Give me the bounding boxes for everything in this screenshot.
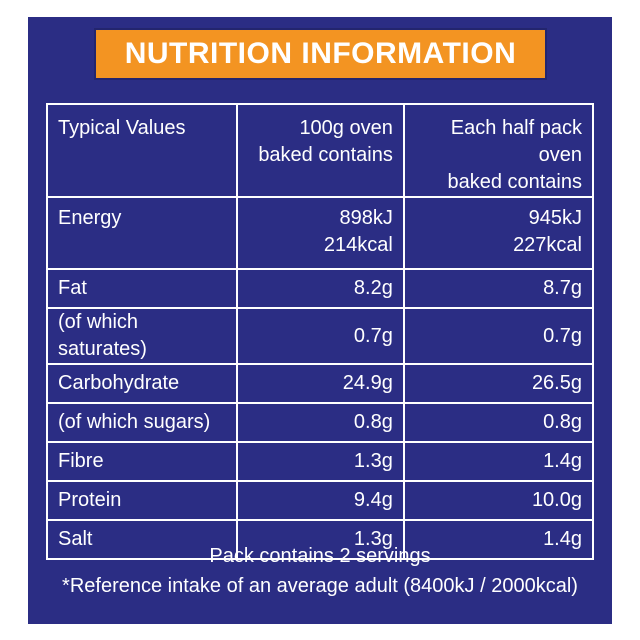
- value-per-half-pack: 1.4g: [402, 441, 595, 482]
- servings-note: Pack contains 2 servings: [209, 545, 431, 567]
- row-label: (of which saturates): [46, 307, 238, 365]
- header-line: Typical Values: [58, 117, 186, 139]
- row-label: Fat: [46, 268, 238, 309]
- value-per-100g: 0.7g: [235, 307, 405, 365]
- table-row: Protein 9.4g 10.0g: [46, 480, 595, 521]
- reference-intake-note: *Reference intake of an average adult (8…: [62, 575, 578, 597]
- table-row: Carbohydrate 24.9g 26.5g: [46, 363, 595, 404]
- value-per-half-pack: 10.0g: [402, 480, 595, 521]
- table-row: (of which saturates) 0.7g 0.7g: [46, 307, 595, 365]
- energy-per-half-pack: 945kJ 227kcal: [402, 196, 595, 270]
- header-line: baked contains: [447, 171, 582, 193]
- header-line: 100g oven: [299, 117, 393, 139]
- table-row: Fat 8.2g 8.7g: [46, 268, 595, 309]
- energy-kj: 898kJ: [339, 207, 393, 229]
- value-per-half-pack: 0.7g: [402, 307, 595, 365]
- value-per-100g: 1.3g: [235, 441, 405, 482]
- value-per-100g: 1.3g: [235, 519, 405, 560]
- row-label: Carbohydrate: [46, 363, 238, 404]
- value-per-half-pack: 1.4g: [402, 519, 595, 560]
- value-per-half-pack: 26.5g: [402, 363, 595, 404]
- header-typical-values: Typical Values: [46, 103, 238, 198]
- table-row: (of which sugars) 0.8g 0.8g: [46, 402, 595, 443]
- value-per-100g: 0.8g: [235, 402, 405, 443]
- row-label: Protein: [46, 480, 238, 521]
- header-line: baked contains: [258, 144, 393, 166]
- value-per-100g: 9.4g: [235, 480, 405, 521]
- table-row: Fibre 1.3g 1.4g: [46, 441, 595, 482]
- row-label: Fibre: [46, 441, 238, 482]
- energy-kcal: 214kcal: [323, 234, 393, 256]
- value-per-100g: 24.9g: [235, 363, 405, 404]
- energy-per-100g: 898kJ 214kcal: [235, 196, 405, 270]
- nutrition-table: Typical Values 100g oven baked contains …: [46, 103, 595, 560]
- value-per-half-pack: 8.7g: [402, 268, 595, 309]
- energy-kj: 945kJ: [528, 207, 582, 229]
- value-per-half-pack: 0.8g: [402, 402, 595, 443]
- table-row: Salt 1.3g 1.4g: [46, 519, 595, 560]
- energy-kcal: 227kcal: [513, 234, 582, 256]
- header-line: Each half pack oven: [450, 117, 582, 166]
- header-per-100g: 100g oven baked contains: [235, 103, 405, 198]
- value-per-100g: 8.2g: [235, 268, 405, 309]
- header-per-half-pack: Each half pack oven baked contains: [402, 103, 595, 198]
- row-label: (of which sugars): [46, 402, 238, 443]
- table-row-energy: Energy 898kJ 214kcal 945kJ 227kcal: [46, 196, 595, 270]
- page-title: NUTRITION INFORMATION: [124, 37, 517, 70]
- row-label: Salt: [46, 519, 238, 560]
- row-label: Energy: [46, 196, 238, 270]
- title-banner: NUTRITION INFORMATION: [94, 28, 547, 80]
- table-header-row: Typical Values 100g oven baked contains …: [46, 103, 595, 198]
